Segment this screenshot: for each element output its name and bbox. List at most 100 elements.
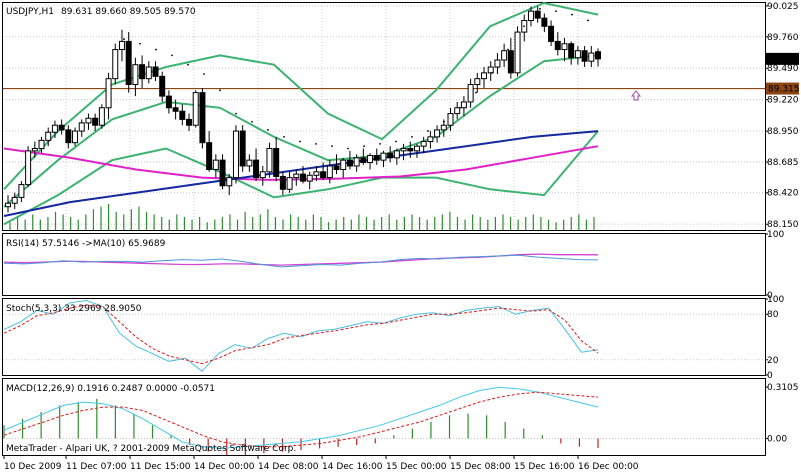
bearish-candle-body (541, 17, 548, 27)
psar-dot (187, 63, 189, 66)
bullish-candle-body (561, 43, 568, 51)
bullish-candle-body (85, 117, 92, 124)
bullish-candle-body (18, 184, 25, 198)
stochastic-label: Stoch(5,3,3) 33.2969 28.9050 (6, 304, 142, 314)
psar-dot (299, 140, 301, 143)
psar-dot (379, 142, 381, 145)
bearish-candle-body (387, 152, 394, 159)
bullish-candle-body (481, 72, 488, 80)
bearish-candle-body (253, 159, 260, 179)
horizontal-line-price-badge (766, 82, 799, 95)
bearish-candle-body (179, 110, 186, 120)
bearish-candle-body (199, 92, 206, 144)
bearish-candle-body (139, 64, 146, 80)
ohlc-values: 89.631 89.660 89.505 89.570 (61, 7, 196, 17)
bearish-candle-body (568, 43, 575, 59)
bearish-candle-body (554, 40, 561, 51)
bullish-candle-body (25, 150, 32, 186)
bullish-candle-body (192, 92, 199, 126)
bullish-candle-body (72, 130, 79, 144)
macd-main-line (3, 386, 599, 449)
up-arrow-icon[interactable] (630, 90, 642, 101)
bullish-candle-body (501, 50, 508, 61)
fast-moving-average-line (3, 130, 599, 217)
time-axis-label: 14 Dec 08:00 (258, 462, 319, 472)
time-axis-label: 10 Dec 2009 (4, 462, 62, 472)
bullish-candle-body (487, 66, 494, 74)
rsi-lines (3, 253, 599, 268)
bullish-candle-body (588, 52, 595, 62)
bearish-candle-body (407, 148, 414, 152)
bullish-candle-body (427, 136, 434, 143)
price-axis-tick-label: 89.490 (767, 64, 799, 74)
psar-dot (443, 120, 445, 123)
psar-dot (363, 145, 365, 148)
price-axis-tick-label: 89.220 (767, 96, 799, 106)
current-price-label: 89.570 (768, 55, 800, 65)
psar-dot (411, 135, 413, 138)
psar-dot (155, 48, 157, 51)
bearish-candle-body (360, 157, 367, 163)
bullish-candle-body (353, 157, 360, 167)
bearish-candle-body (65, 129, 72, 144)
x-axis-labels: 10 Dec 2009 11 Dec 07:00 11 Dec 15:00 14 De… (3, 456, 639, 472)
stochastic-lines (3, 299, 765, 372)
macd-signal-line (3, 391, 599, 448)
bullish-candle-body (11, 196, 18, 204)
psar-dot (219, 89, 221, 92)
bullish-candle-body (413, 145, 420, 152)
bullish-candle-body (514, 31, 521, 74)
stochastic-signal-line (3, 304, 599, 365)
bearish-candle-body (165, 95, 172, 109)
bullish-candle-body (105, 78, 112, 109)
bollinger-upper-band (3, 1, 599, 190)
price-axis-tick-label: 88.685 (767, 158, 799, 168)
stochastic-axis-tick-label: 80 (767, 310, 779, 320)
bullish-candle-body (232, 130, 239, 179)
price-panel-frame (2, 2, 766, 231)
bearish-candle-body (186, 118, 193, 126)
price-axis-tick-label: 88.420 (767, 189, 799, 199)
time-axis-label: 16 Dec 00:00 (578, 462, 639, 472)
macd-axis-tick-label: 0.00 (767, 434, 787, 444)
stochastic-axis-tick-label: 20 (767, 356, 779, 366)
time-axis-label: 11 Dec 07:00 (66, 462, 127, 472)
rsi-axis-tick-label: 0 (767, 291, 773, 301)
bullish-candle-body (454, 107, 461, 115)
time-axis-label: 14 Dec 00:00 (194, 462, 255, 472)
price-axis-tick-label: 89.760 (767, 33, 799, 43)
psar-dot (347, 147, 349, 150)
bearish-candle-body (320, 171, 327, 179)
bullish-candle-body (31, 148, 38, 152)
bearish-candle-body (507, 50, 514, 74)
stochastic-axis-tick-label: 100 (767, 295, 784, 305)
bearish-candle-body (581, 50, 588, 62)
psar-dot (555, 10, 557, 13)
bullish-candle-body (393, 150, 400, 159)
bearish-candle-body (206, 142, 213, 170)
bullish-candle-body (266, 148, 273, 173)
time-axis-label: 11 Dec 15:00 (130, 462, 191, 472)
bullish-candle-body (313, 171, 320, 176)
bearish-candle-body (595, 51, 601, 60)
bullish-candle-body (400, 148, 407, 152)
rsi-label: RSI(14) 57.5146 ->MA(10) 65.9689 (6, 239, 166, 249)
psar-dot (267, 128, 269, 131)
bearish-candle-body (273, 148, 280, 177)
bullish-candle-body (118, 40, 125, 51)
bullish-candle-body (145, 66, 152, 80)
macd-axis-tick-label: 0.3105 (767, 383, 799, 393)
psar-dot (395, 140, 397, 143)
bullish-candle-body (494, 59, 501, 68)
bullish-candle-body (78, 122, 85, 132)
bearish-candle-body (548, 25, 555, 42)
bearish-candle-body (534, 10, 541, 19)
psar-dot (427, 130, 429, 132)
bullish-candle-body (112, 49, 119, 80)
psar-dot (507, 48, 509, 51)
bullish-candle-body (420, 141, 427, 147)
bullish-candle-body (574, 50, 581, 59)
bullish-candle-body (380, 152, 387, 161)
macd-panel-frame (2, 378, 766, 456)
